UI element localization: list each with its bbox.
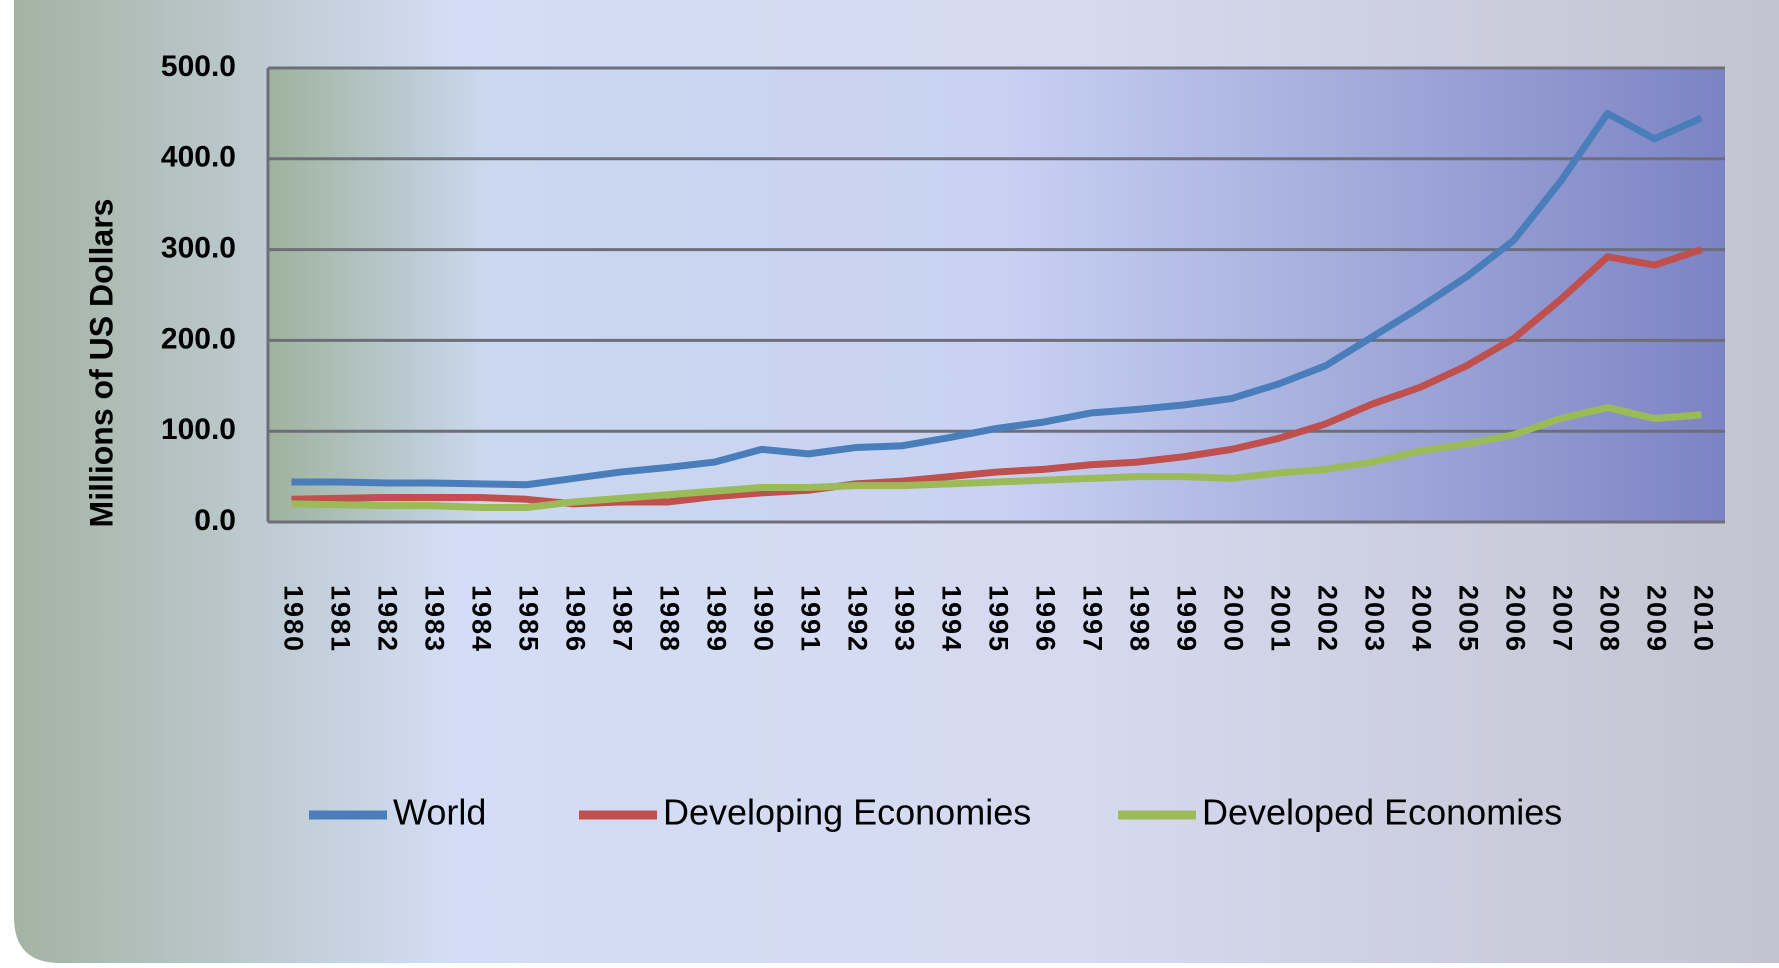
y-tick-label: 500.0 [161,50,236,83]
y-tick-label: 400.0 [161,141,236,174]
x-tick-label: 1990 [748,585,778,653]
x-tick-label: 2001 [1265,585,1295,653]
y-tick-label: 0.0 [194,504,236,537]
x-tick-label: 1992 [842,585,872,653]
legend-label: Developing Economies [663,792,1031,833]
x-tick-label: 2010 [1688,585,1718,653]
x-tick-label: 1995 [983,585,1013,653]
legend-label: World [393,792,486,833]
plot-area [268,68,1725,522]
x-tick-label: 1994 [936,585,966,653]
x-tick-label: 2003 [1359,585,1389,653]
x-tick-label: 1986 [560,585,590,653]
series-line [291,404,1702,511]
x-tick-label: 1980 [278,585,308,653]
x-tick-label: 1983 [419,585,449,653]
x-tick-label: 2009 [1641,585,1671,653]
y-tick-label: 300.0 [161,232,236,265]
x-tick-label: 1982 [372,585,402,653]
x-tick-label: 1993 [889,585,919,653]
x-tick-label: 2005 [1453,585,1483,653]
x-tick-label: 1984 [466,585,496,653]
y-tick-label: 100.0 [161,413,236,446]
x-tick-label: 1998 [1124,585,1154,653]
series-line [291,109,1703,489]
x-tick-label: 1991 [795,585,825,653]
x-tick-label: 2002 [1312,585,1342,653]
x-tick-label: 1981 [325,585,355,653]
series-line [291,246,1703,508]
x-tick-label: 1989 [701,585,731,653]
x-tick-label: 2008 [1594,585,1624,653]
x-tick-label: 1988 [654,585,684,653]
x-tick-label: 2004 [1406,585,1436,653]
legend-label: Developed Economies [1202,792,1562,833]
x-tick-label: 2007 [1547,585,1577,653]
y-axis-label: Millions of US Dollars [83,199,119,528]
x-tick-label: 1996 [1030,585,1060,653]
x-tick-label: 1985 [513,585,543,653]
x-tick-label: 1997 [1077,585,1107,653]
x-tick-label: 1987 [607,585,637,653]
x-tick-label: 1999 [1171,585,1201,653]
y-tick-label: 200.0 [161,322,236,355]
x-tick-label: 2006 [1500,585,1530,653]
x-tick-label: 2000 [1218,585,1248,653]
